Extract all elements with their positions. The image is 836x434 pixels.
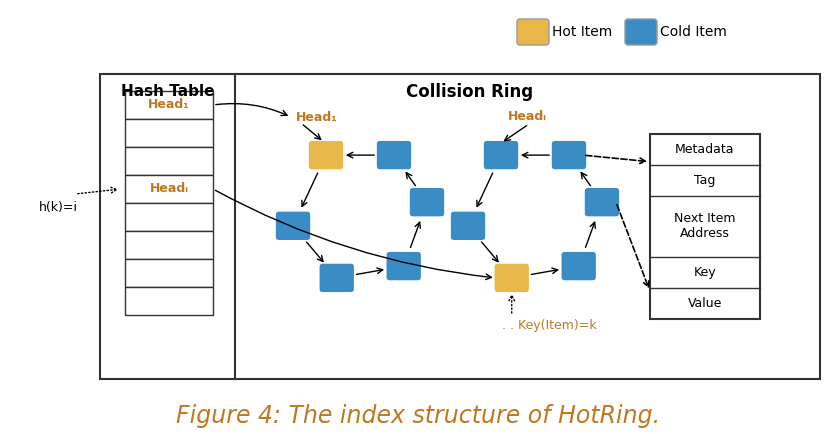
FancyBboxPatch shape bbox=[450, 211, 486, 241]
FancyBboxPatch shape bbox=[624, 19, 656, 45]
FancyBboxPatch shape bbox=[493, 263, 529, 293]
Text: h(k)=i: h(k)=i bbox=[38, 201, 78, 214]
Bar bbox=[125, 119, 212, 147]
Text: Hash Table: Hash Table bbox=[120, 85, 214, 99]
Text: Figure 4: The index structure of HotRing.: Figure 4: The index structure of HotRing… bbox=[176, 404, 660, 428]
Bar bbox=[125, 203, 212, 231]
Text: Collision Ring: Collision Ring bbox=[406, 83, 533, 101]
FancyBboxPatch shape bbox=[308, 140, 344, 170]
Bar bbox=[125, 231, 212, 259]
FancyBboxPatch shape bbox=[560, 251, 596, 281]
FancyBboxPatch shape bbox=[275, 211, 311, 241]
FancyBboxPatch shape bbox=[375, 140, 411, 170]
Text: . . Key(Item)=k: . . Key(Item)=k bbox=[501, 319, 596, 332]
Bar bbox=[99, 74, 819, 379]
Text: Key: Key bbox=[693, 266, 716, 279]
Text: Headᵢ: Headᵢ bbox=[150, 183, 188, 195]
Text: Cold Item: Cold Item bbox=[660, 25, 726, 39]
FancyBboxPatch shape bbox=[482, 140, 518, 170]
Text: Hot Item: Hot Item bbox=[551, 25, 611, 39]
Bar bbox=[650, 134, 759, 319]
Bar bbox=[125, 91, 212, 119]
Text: Tag: Tag bbox=[694, 174, 715, 187]
Bar bbox=[125, 175, 212, 203]
Bar bbox=[125, 147, 212, 175]
FancyBboxPatch shape bbox=[319, 263, 354, 293]
FancyBboxPatch shape bbox=[385, 251, 421, 281]
FancyBboxPatch shape bbox=[584, 187, 619, 217]
Text: Value: Value bbox=[687, 297, 721, 310]
Text: Next Item
Address: Next Item Address bbox=[674, 213, 735, 240]
Text: Headᵢ: Headᵢ bbox=[507, 109, 546, 122]
Bar bbox=[125, 287, 212, 315]
Text: Metadata: Metadata bbox=[675, 143, 734, 156]
FancyBboxPatch shape bbox=[550, 140, 586, 170]
Bar bbox=[125, 259, 212, 287]
Text: Head₁: Head₁ bbox=[296, 111, 338, 124]
FancyBboxPatch shape bbox=[517, 19, 548, 45]
Text: Head₁: Head₁ bbox=[148, 99, 190, 112]
FancyBboxPatch shape bbox=[409, 187, 445, 217]
